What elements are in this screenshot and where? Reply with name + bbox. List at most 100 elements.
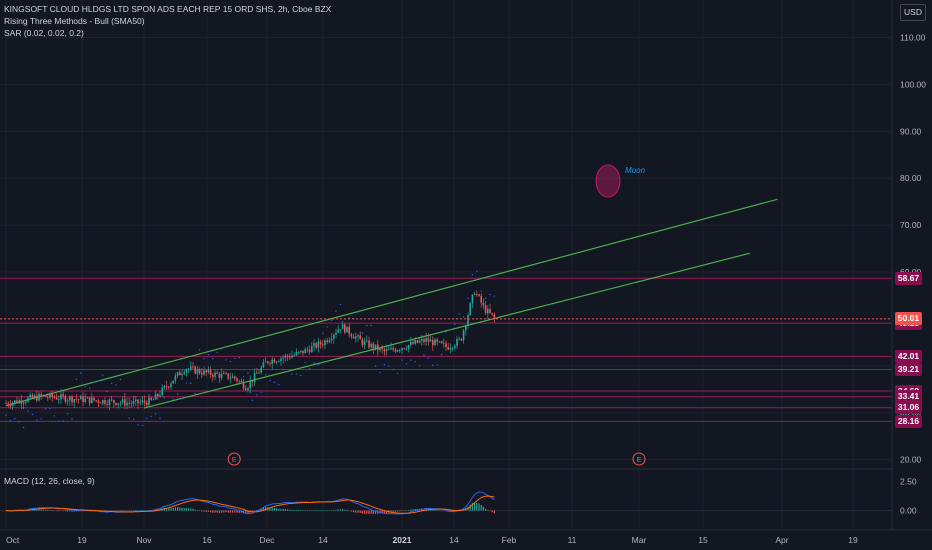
macd-histogram-bar	[392, 510, 394, 512]
macd-histogram-bar	[188, 508, 190, 511]
horizontal-levels[interactable]	[0, 277, 892, 422]
macd-histogram-bar	[53, 510, 55, 512]
macd-histogram-bar	[185, 508, 187, 511]
sar-dot	[348, 316, 350, 319]
candle-body	[218, 373, 221, 378]
indicator-rising-three-methods[interactable]: Rising Three Methods - Bull (SMA50)	[4, 16, 145, 26]
sar-dot	[36, 419, 38, 422]
candle-body	[18, 400, 20, 404]
macd-histogram-bar	[381, 510, 383, 514]
candle-body	[44, 395, 47, 397]
earnings-event-icon[interactable]: E	[632, 452, 646, 466]
sar-dot	[229, 360, 232, 363]
sar-dot	[44, 408, 47, 410]
macd-histogram-bar	[300, 509, 302, 511]
time-tick-label: Apr	[775, 535, 788, 545]
sar-dot	[84, 385, 86, 388]
macd-histogram-bar	[434, 510, 436, 511]
sar-dot	[18, 421, 20, 423]
candle-body	[141, 400, 144, 403]
candle-body	[242, 381, 245, 389]
macd-histogram-bar	[260, 508, 262, 511]
macd-histogram-bar	[238, 510, 240, 513]
candle-body	[390, 347, 392, 350]
candle-body	[275, 361, 278, 363]
sar-dot	[119, 378, 122, 381]
macd-histogram-bar	[405, 510, 407, 512]
candle-body	[335, 332, 337, 335]
sar-dot	[132, 418, 135, 421]
macd-axis[interactable]: 2.50 0.00	[900, 477, 917, 516]
candle-body	[187, 369, 190, 370]
macd-histogram-bar	[390, 510, 392, 513]
candle-body	[350, 334, 353, 337]
sar-dot	[476, 270, 478, 272]
sar-dot	[493, 295, 496, 297]
sar-dot	[260, 391, 262, 394]
macd-histogram-bar	[86, 510, 88, 512]
sar-dot	[9, 419, 12, 422]
macd-histogram-bar	[370, 510, 372, 514]
symbol-title[interactable]: KINGSOFT CLOUD HLDGS LTD SPON ADS EACH R…	[4, 4, 332, 14]
channel-line[interactable]	[5, 198, 778, 407]
candlesticks[interactable]	[5, 290, 496, 411]
macd-histogram-bar	[412, 509, 414, 511]
macd-histogram-bar	[232, 510, 234, 513]
candle-body	[438, 341, 441, 343]
sar-dot	[269, 379, 271, 382]
channel-line[interactable]	[143, 252, 750, 409]
macd-histogram-bar	[331, 510, 333, 511]
sar-dot	[454, 323, 456, 325]
earnings-event-icon[interactable]: E	[227, 452, 241, 466]
moon-marker[interactable]	[595, 164, 621, 198]
candle-body	[5, 403, 7, 405]
price-tick-label: 70.00	[900, 220, 922, 230]
macd-histogram-bar	[115, 510, 117, 512]
candle-body	[456, 338, 458, 346]
sar-dot	[300, 374, 302, 377]
candle-body	[421, 339, 423, 341]
currency-button[interactable]: USD	[900, 4, 926, 21]
macd-histogram-bar	[108, 510, 110, 512]
price-tick-label: 90.00	[900, 126, 922, 136]
sar-dot	[172, 398, 174, 400]
sar-dot	[102, 374, 104, 376]
indicator-macd[interactable]: MACD (12, 26, close, 9)	[4, 476, 95, 486]
candle-body	[69, 396, 71, 401]
candle-body	[348, 326, 350, 335]
macd-histogram-bar	[438, 510, 440, 511]
macd-histogram-bar	[45, 509, 47, 511]
candle-body	[249, 380, 251, 389]
sar-dot	[480, 290, 482, 292]
trend-channel[interactable]	[5, 198, 778, 409]
candle-body	[284, 355, 287, 358]
macd-histogram-bar	[469, 504, 471, 511]
candle-body	[192, 366, 194, 368]
macd-histogram-bar	[203, 510, 205, 512]
time-axis[interactable]: Oct 19 Nov 16 Dec 14 2021 14 Feb 11 Mar 15 Apr 19	[6, 535, 858, 545]
candle-body	[154, 394, 157, 400]
macd-histogram-bar	[122, 510, 124, 511]
moon-note[interactable]: Moon	[595, 164, 646, 198]
candle-body	[25, 401, 27, 403]
macd-histogram-bar	[170, 508, 172, 511]
candle-body	[465, 325, 467, 331]
candle-body	[150, 397, 152, 400]
candle-body	[405, 348, 408, 350]
candle-body	[491, 312, 493, 315]
macd-histogram-bar	[304, 510, 306, 511]
sar-dot	[137, 424, 139, 426]
event-circle[interactable]	[227, 452, 241, 466]
candle-body	[88, 397, 91, 404]
candle-body	[143, 400, 146, 403]
event-circle[interactable]	[632, 452, 646, 466]
macd-histogram-bar	[287, 509, 289, 511]
candle-body	[209, 369, 212, 375]
indicator-sar[interactable]: SAR (0.02, 0.02, 0.2)	[4, 28, 84, 38]
candle-body	[460, 338, 463, 341]
candle-body	[95, 400, 97, 402]
sar-dot	[58, 420, 60, 422]
candle-body	[368, 340, 370, 348]
